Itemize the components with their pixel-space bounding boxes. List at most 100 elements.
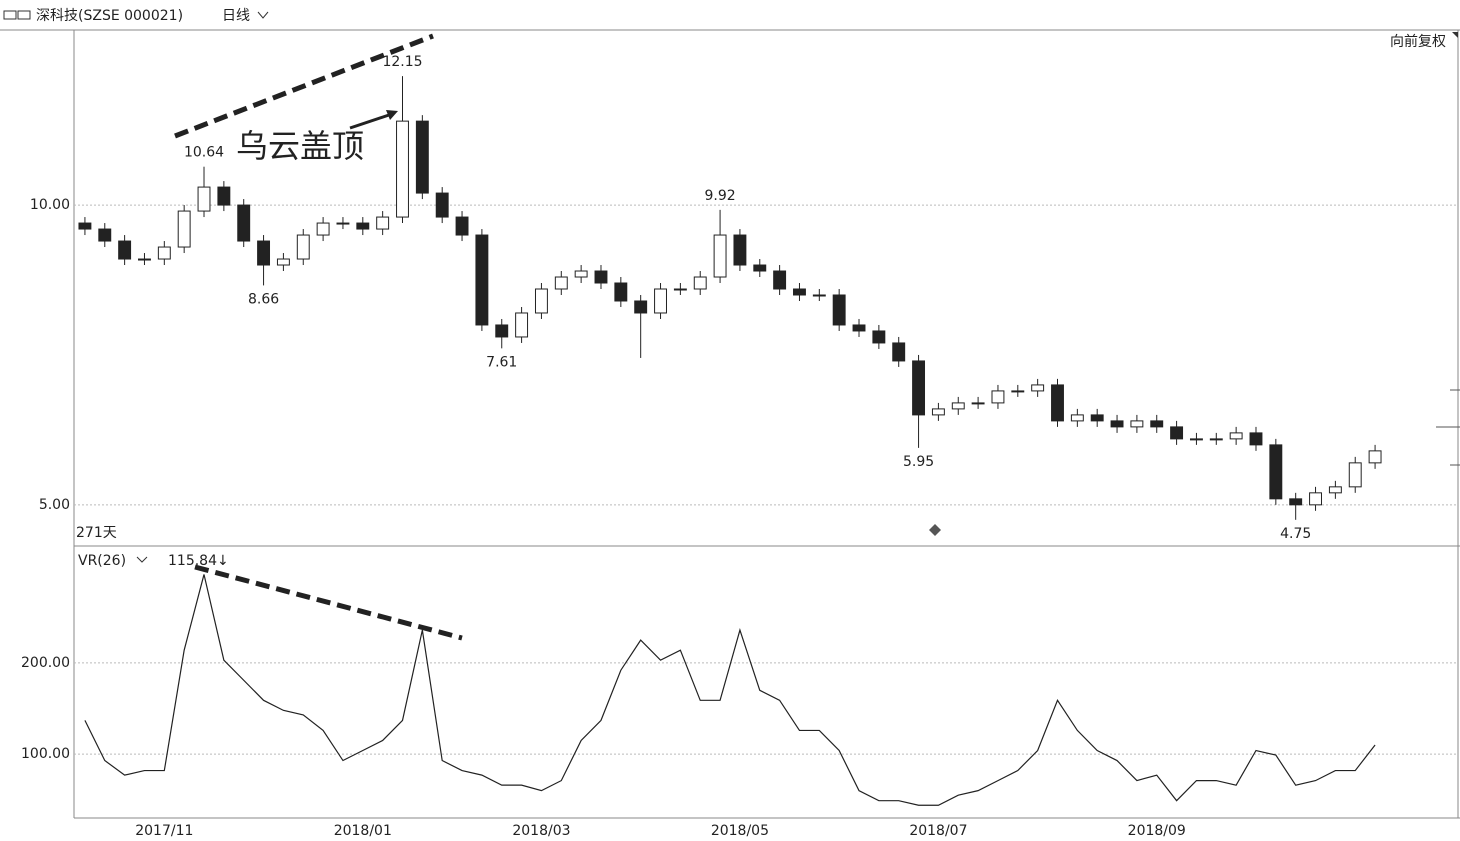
link-icon — [17, 10, 31, 20]
candle-body — [634, 300, 648, 314]
candle-body — [1269, 444, 1283, 500]
candle-body — [1328, 486, 1342, 494]
extreme-label: 7.61 — [486, 354, 517, 370]
candle-body — [892, 342, 906, 362]
x-tick-label: 2018/09 — [1128, 823, 1186, 839]
candle-body — [673, 288, 687, 291]
indicator-name[interactable]: VR(26) — [78, 553, 126, 569]
candle-body — [852, 324, 866, 332]
candle-body — [257, 240, 271, 266]
candle-body — [1309, 492, 1322, 506]
candle-body — [991, 390, 1005, 404]
candle-body — [614, 282, 628, 302]
x-tick-label: 2018/05 — [711, 823, 769, 839]
candle-body — [1130, 420, 1144, 428]
extreme-label: 8.66 — [248, 291, 279, 307]
vr-line — [84, 574, 1376, 806]
arrow-head — [386, 110, 398, 120]
x-tick-label: 2018/07 — [909, 823, 967, 839]
candle-body — [1011, 390, 1025, 393]
candle-body — [1051, 384, 1064, 422]
candle-body — [415, 120, 429, 194]
x-tick-label: 2018/03 — [512, 823, 570, 839]
y-tick-label: 10.00 — [30, 197, 70, 213]
candle-body — [197, 186, 211, 212]
candle-body — [177, 210, 191, 248]
candle-body — [912, 360, 926, 416]
candle-body — [951, 402, 965, 410]
candle-body — [971, 402, 985, 405]
candle-body — [534, 288, 548, 314]
candle-body — [574, 270, 588, 278]
candle-body — [376, 216, 390, 230]
extreme-label: 4.75 — [1280, 526, 1311, 542]
candle-body — [217, 186, 231, 206]
indicator-value: 115.84↓ — [168, 553, 229, 569]
candle-body — [1031, 384, 1045, 392]
candle-body — [1110, 420, 1124, 428]
candle-body — [336, 222, 350, 225]
x-tick-label: 2018/01 — [334, 823, 392, 839]
y-tick-label: 200.00 — [21, 655, 70, 671]
candle-body — [832, 294, 846, 326]
extreme-label: 9.92 — [704, 188, 735, 204]
candle-body — [237, 204, 251, 242]
candle-body — [138, 258, 151, 261]
period[interactable]: 日线 — [222, 8, 250, 24]
candle-body — [435, 192, 449, 218]
candle-body — [455, 216, 469, 236]
candle-body — [1150, 420, 1164, 428]
count-label: 271天 — [76, 525, 117, 541]
candle-body — [753, 264, 767, 272]
candle-body — [157, 246, 171, 260]
candle-body — [1289, 498, 1303, 506]
candle-body — [276, 258, 290, 266]
y-tick-label: 100.00 — [21, 746, 70, 762]
candle-body — [733, 234, 747, 266]
marker — [929, 524, 941, 536]
candle-body — [594, 270, 608, 284]
trend-line — [174, 33, 434, 139]
trend-line — [194, 564, 463, 641]
candle-body — [1368, 450, 1382, 464]
annotation: 乌云盖顶 — [236, 127, 364, 165]
candle-body — [693, 276, 707, 290]
candle-body — [78, 222, 92, 230]
y-tick-label: 5.00 — [39, 497, 70, 513]
candle-body — [1170, 426, 1184, 440]
candle-body — [1070, 414, 1084, 422]
candle-body — [654, 288, 667, 314]
candle-body — [1348, 462, 1362, 488]
adjust-label[interactable]: 向前复权 — [1390, 33, 1446, 50]
candle-body — [1229, 432, 1243, 440]
dropdown-icon[interactable] — [136, 556, 148, 563]
arrow — [349, 112, 393, 130]
candle-body — [296, 234, 310, 260]
title: 深科技(SZSE 000021) — [36, 8, 183, 24]
candle-body — [872, 330, 886, 344]
extreme-label: 10.64 — [184, 145, 224, 161]
candle-body — [316, 222, 330, 236]
candle-body — [475, 234, 489, 326]
candle-body — [773, 270, 787, 290]
candle-body — [1249, 432, 1263, 446]
candle-body — [713, 234, 727, 278]
candle-body — [356, 222, 370, 230]
candle-body — [515, 312, 529, 338]
corner-mark — [1452, 32, 1458, 38]
candle-body — [1090, 414, 1104, 422]
candle-body — [495, 324, 509, 338]
extreme-label: 5.95 — [903, 454, 934, 470]
link-icon — [3, 10, 17, 20]
candle-body — [1189, 438, 1203, 441]
candle-body — [554, 276, 568, 290]
candle-body — [793, 288, 806, 296]
dropdown-icon[interactable] — [257, 11, 269, 19]
extreme-label: 12.15 — [382, 54, 422, 70]
candle-body — [812, 294, 826, 297]
x-tick-label: 2017/11 — [135, 823, 193, 839]
candle-body — [396, 120, 409, 218]
candle-body — [98, 228, 112, 242]
